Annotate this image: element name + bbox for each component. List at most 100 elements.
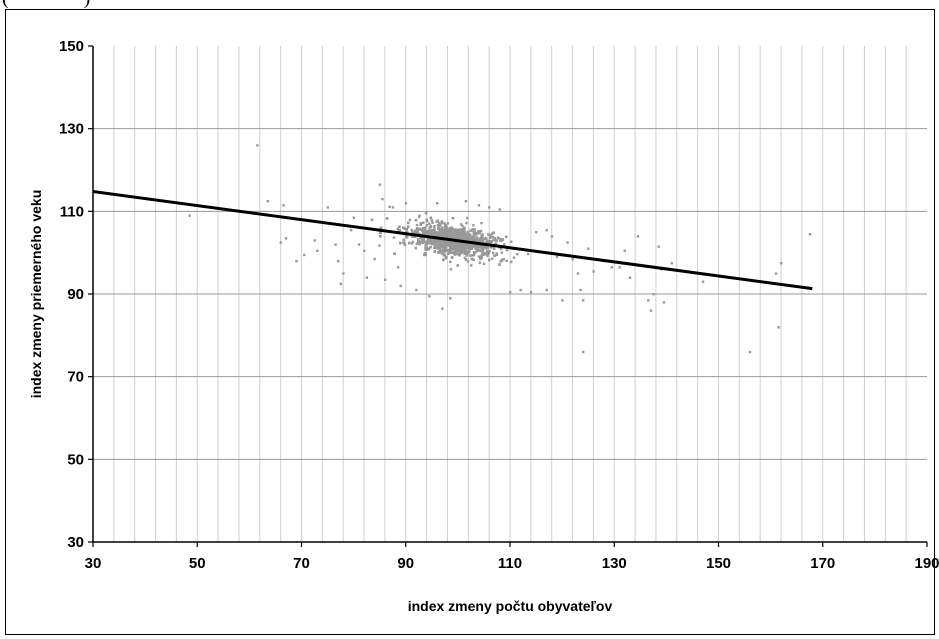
data-point (465, 233, 469, 236)
data-point (491, 232, 494, 235)
data-point (505, 248, 509, 252)
data-point (425, 218, 428, 221)
data-point (450, 232, 454, 235)
data-point (445, 248, 449, 252)
data-point (470, 257, 474, 261)
data-point (486, 254, 489, 257)
x-axis-ticks: 30 50 70 90 110 130 150 170 190 (85, 542, 939, 572)
data-point (188, 214, 191, 217)
data-point (488, 235, 492, 238)
data-point (410, 234, 413, 238)
data-point (342, 272, 345, 275)
data-point (334, 243, 337, 246)
x-axis-title: index zmeny počtu obyvateľov (408, 598, 613, 614)
x-tick-label: 190 (914, 555, 939, 572)
data-point (442, 250, 446, 253)
data-point (450, 226, 454, 230)
data-point (459, 245, 463, 248)
data-point (408, 218, 412, 222)
data-point (670, 262, 673, 265)
data-point (486, 247, 489, 250)
data-point (460, 243, 464, 246)
data-point (476, 232, 479, 235)
data-point (378, 244, 381, 247)
data-point (649, 309, 653, 312)
data-point (363, 249, 366, 252)
data-point (453, 247, 456, 250)
data-point (454, 246, 458, 249)
data-point (472, 258, 475, 262)
data-point (499, 237, 502, 241)
data-point (414, 246, 418, 250)
data-point (430, 229, 434, 232)
data-point (461, 230, 464, 234)
data-point (430, 230, 434, 234)
data-point (469, 254, 472, 257)
data-point (403, 243, 407, 246)
data-point (441, 252, 444, 255)
data-point (472, 231, 475, 234)
data-point (467, 245, 470, 249)
x-tick-label: 90 (397, 555, 414, 572)
data-point (487, 233, 490, 236)
data-point (437, 221, 441, 225)
data-point (423, 240, 426, 244)
data-point (419, 240, 423, 244)
data-point (780, 262, 783, 265)
x-tick-label: 130 (602, 555, 627, 572)
data-point (494, 242, 497, 246)
data-point (479, 229, 483, 233)
data-point (424, 246, 427, 249)
data-point (478, 231, 481, 235)
data-point (486, 249, 489, 253)
data-point (424, 253, 427, 256)
data-point (266, 200, 270, 203)
data-point (535, 231, 538, 234)
data-point (428, 222, 431, 225)
data-point (489, 233, 492, 237)
y-tick-label: 90 (67, 286, 84, 303)
data-point (419, 223, 422, 226)
data-point (490, 240, 493, 244)
data-point (463, 244, 467, 247)
data-point (431, 232, 434, 235)
data-point (399, 241, 402, 245)
data-point (391, 206, 395, 209)
data-point (443, 253, 446, 256)
data-point (647, 299, 650, 302)
data-point (496, 236, 500, 240)
data-point (433, 245, 437, 248)
data-point (461, 248, 465, 252)
data-point (256, 144, 259, 147)
data-point (410, 228, 413, 232)
data-point (475, 238, 478, 241)
data-point (416, 231, 419, 234)
data-point (455, 241, 459, 244)
data-point (428, 227, 431, 230)
data-point (618, 266, 621, 269)
x-tick-label: 170 (810, 555, 835, 572)
data-point (428, 295, 431, 298)
data-point (526, 252, 530, 256)
x-tick-label: 110 (498, 555, 522, 572)
data-point (415, 242, 418, 246)
data-point (429, 246, 432, 249)
data-point (419, 236, 422, 240)
data-point (470, 229, 473, 233)
data-point (478, 245, 481, 249)
data-point (471, 245, 474, 249)
data-point (466, 239, 469, 242)
data-point (470, 238, 474, 241)
data-point (436, 243, 439, 247)
data-point (454, 232, 458, 235)
data-point (446, 235, 450, 239)
data-point (474, 247, 478, 250)
data-point (481, 233, 484, 236)
data-point (473, 228, 476, 231)
data-point (450, 256, 454, 259)
data-point (463, 247, 466, 250)
data-point (413, 231, 416, 235)
x-tick-label: 150 (706, 555, 731, 572)
data-point (457, 228, 461, 232)
chart-frame (5, 9, 935, 635)
